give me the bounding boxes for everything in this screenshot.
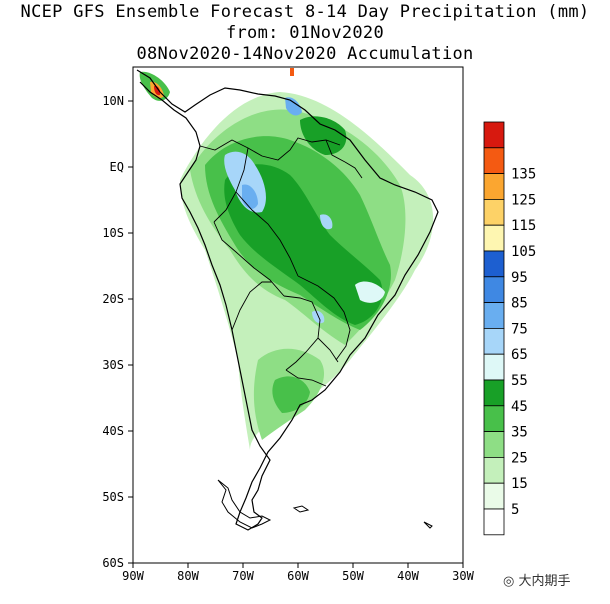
lon-label-80w: 80W <box>177 569 199 583</box>
precip-field <box>136 68 439 531</box>
precip-area-55 <box>355 281 385 303</box>
wechat-icon: ◎ <box>503 574 515 589</box>
legend-label: 35 <box>511 425 528 441</box>
lat-label-50s: 50S <box>102 490 124 504</box>
precip-area-45-north <box>300 116 347 155</box>
tierra-del-fuego <box>217 479 272 529</box>
legend-label: 125 <box>511 192 536 208</box>
legend-label: 65 <box>511 347 528 363</box>
lon-label-30w: 30W <box>452 569 474 583</box>
lat-label-eq: EQ <box>110 160 124 174</box>
legend-swatch <box>483 379 505 407</box>
precip-area-135 <box>154 85 161 96</box>
legend-swatch <box>483 353 505 381</box>
legend-swatch <box>483 121 505 149</box>
legend-swatch <box>483 224 505 252</box>
precip-area-top-edge <box>290 68 294 76</box>
lat-label-10n: 10N <box>102 94 124 108</box>
legend-swatch <box>483 405 505 432</box>
chart-title: NCEP GFS Ensemble Forecast 8-14 Day Prec… <box>20 2 590 22</box>
legend-label: 45 <box>511 399 528 415</box>
legend-swatch <box>483 482 505 510</box>
legend-label: 15 <box>511 476 528 492</box>
legend-label: 135 <box>511 167 536 183</box>
lon-label-60w: 60W <box>287 569 309 583</box>
falkland-islands <box>292 505 310 513</box>
lon-label-90w: 90W <box>122 569 144 583</box>
lat-label-40s: 40S <box>102 424 124 438</box>
legend-swatch <box>483 198 505 226</box>
lon-label-40w: 40W <box>397 569 419 583</box>
legend-swatch <box>483 147 505 175</box>
lon-label-50w: 50W <box>342 569 364 583</box>
coastline <box>136 69 439 531</box>
watermark: ◎ 大内期手 <box>503 570 571 589</box>
precip-area-65-central <box>320 214 333 230</box>
precip-area-75-north <box>285 97 302 116</box>
precip-area-65-south <box>312 310 325 324</box>
legend-label: 75 <box>511 321 528 337</box>
legend-label: 5 <box>511 502 519 518</box>
chart-subtitle-date: from: 01Nov2020 <box>225 23 385 43</box>
legend-swatch <box>483 173 505 200</box>
lat-label-30s: 30S <box>102 358 124 372</box>
legend-swatch <box>483 276 505 303</box>
legend-swatch <box>483 431 505 458</box>
legend-label: 55 <box>511 373 528 389</box>
lat-label-20s: 20S <box>102 292 124 306</box>
legend-label: 85 <box>511 296 528 312</box>
lat-label-10s: 10S <box>102 226 124 240</box>
legend-label: 95 <box>511 270 528 286</box>
color-legend: 135 125 115 105 95 85 75 65 55 45 35 25 15 5 <box>483 121 536 536</box>
legend-swatch <box>483 250 505 278</box>
watermark-text: 大内期手 <box>518 574 571 589</box>
country-borders <box>199 137 363 387</box>
legend-swatch <box>483 456 505 484</box>
chart-subtitle-period: 08Nov2020-14Nov2020 Accumulation <box>136 44 474 64</box>
legend-label: 115 <box>511 218 536 234</box>
legend-swatch <box>483 327 505 355</box>
south-georgia <box>423 521 433 529</box>
lon-label-70w: 70W <box>232 569 254 583</box>
precip-area-35-south <box>272 376 310 413</box>
latitude-axis: 10N EQ 10S 20S 30S 40S 50S 60S <box>102 94 133 570</box>
longitude-axis: 90W 80W 70W 60W 50W 40W 30W <box>122 563 475 583</box>
legend-swatch <box>483 508 505 536</box>
legend-label: 25 <box>511 450 528 466</box>
legend-label: 105 <box>511 244 536 260</box>
lat-label-60s: 60S <box>102 556 124 570</box>
legend-swatch <box>483 302 505 329</box>
